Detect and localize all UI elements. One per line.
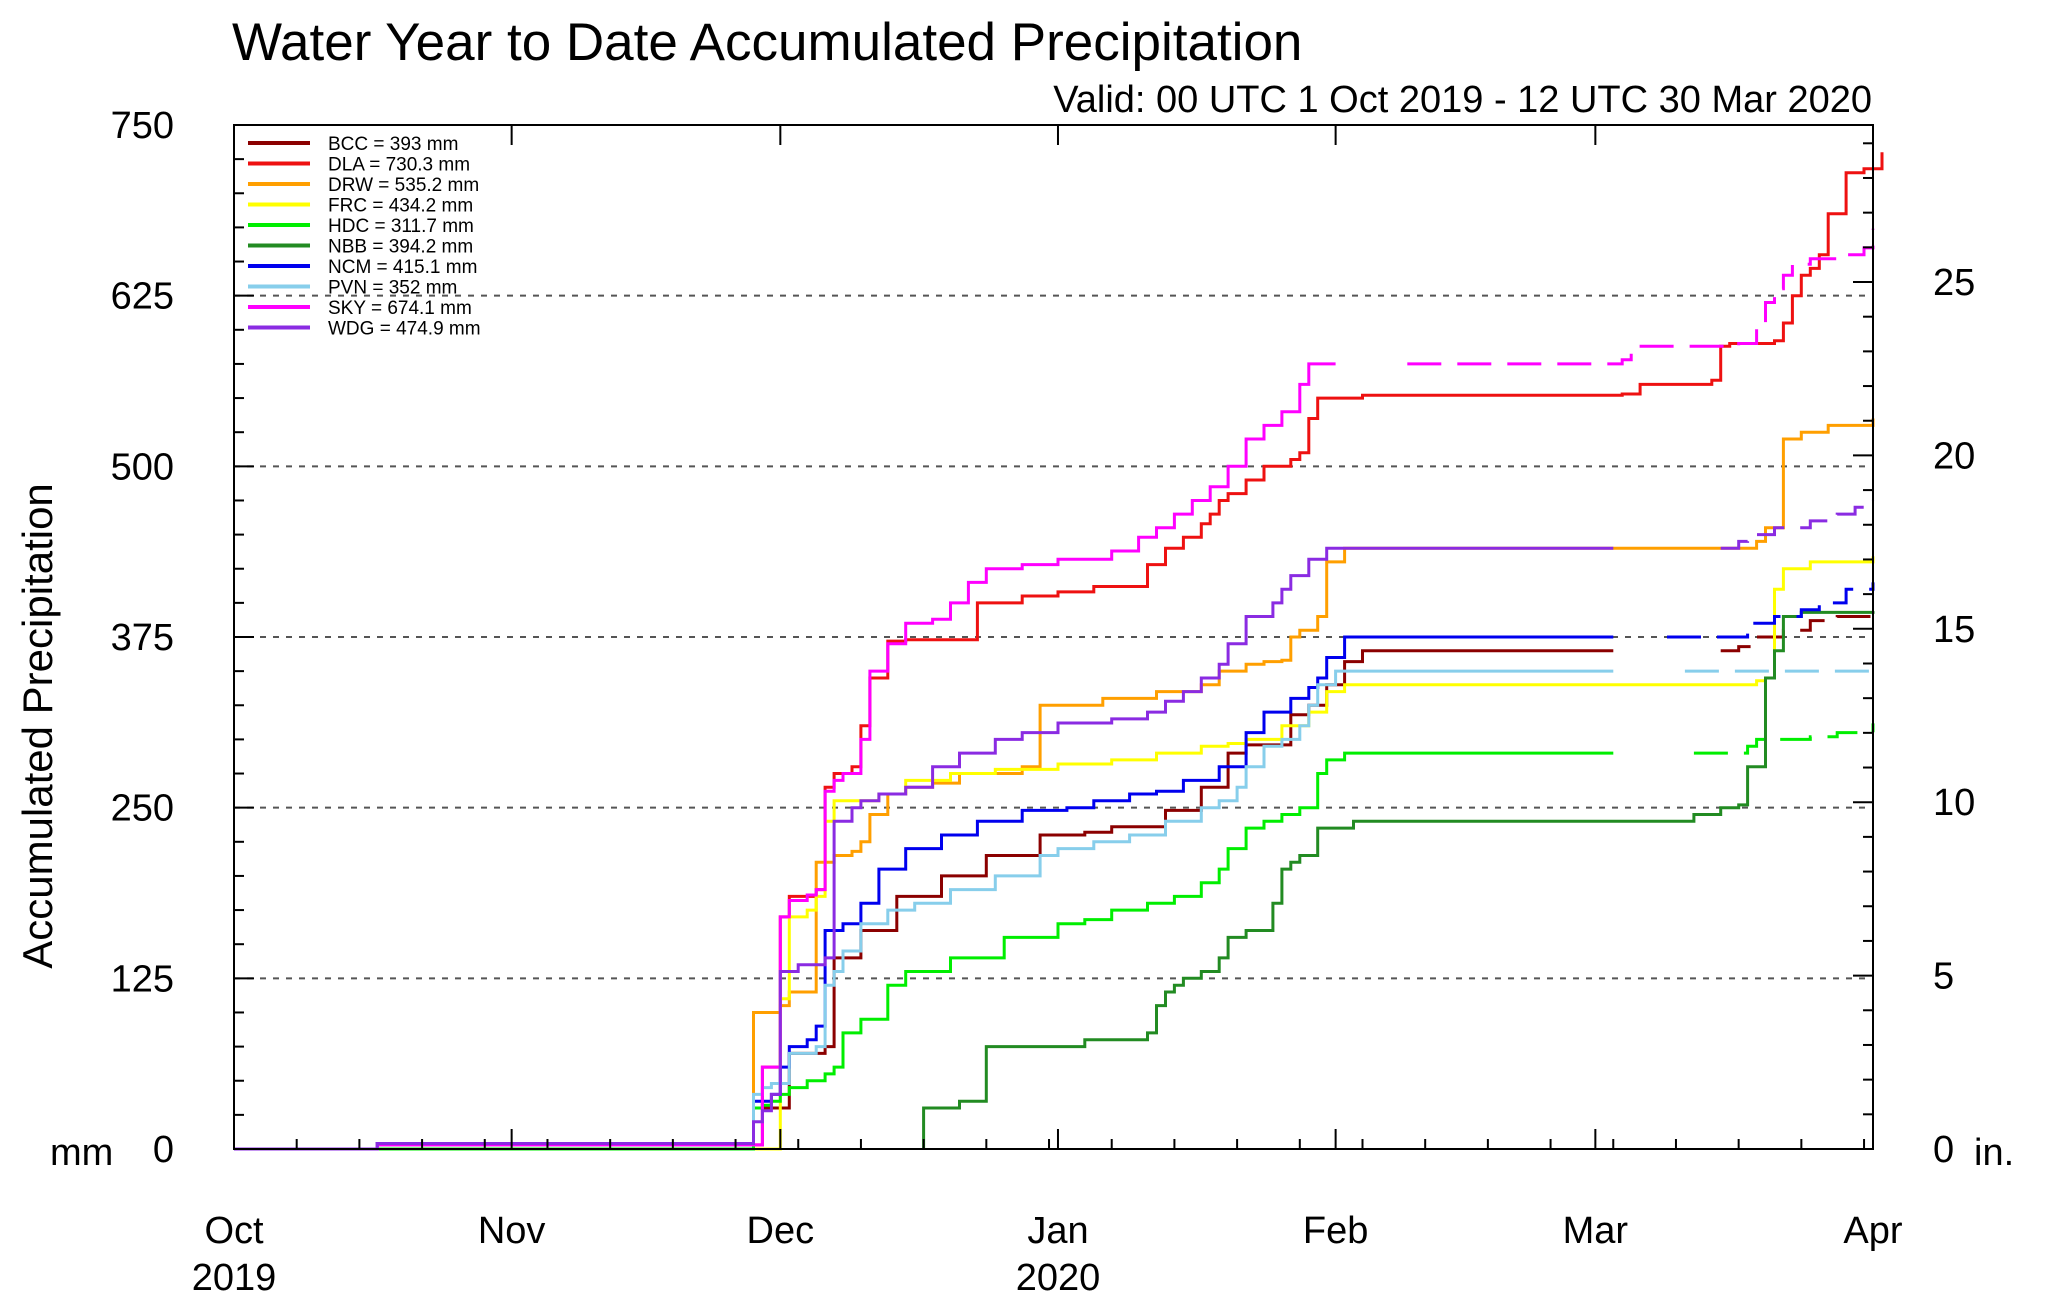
series-line — [234, 649, 1614, 1151]
legend-item: DLA = 730.3 mm — [248, 155, 470, 176]
series-lines — [234, 152, 1884, 1151]
y-tick-label-right: 25 — [1933, 262, 1975, 304]
legend-label: DLA = 730.3 mm — [328, 155, 470, 176]
x-tick-label: Oct — [204, 1210, 264, 1252]
legend-label: NCM = 415.1 mm — [328, 257, 477, 278]
axes: 0 125 250 375 500 625 750 0 5 10 15 20 25 Oct 2019 Nov D… — [111, 105, 1976, 1299]
series-line-dashed — [1693, 723, 1875, 755]
series-line — [234, 669, 1614, 1151]
legend-item: DRW = 535.2 mm — [248, 175, 479, 196]
legend-item: PVN = 352 mm — [248, 278, 457, 299]
y-tick-label: 625 — [111, 276, 174, 318]
series-frc — [234, 556, 1875, 1151]
legend-label: HDC = 311.7 mm — [328, 216, 474, 237]
x-tick-label: Apr — [1843, 1210, 1902, 1252]
chart-subtitle: Valid: 00 UTC 1 Oct 2019 - 12 UTC 30 Mar… — [1053, 79, 1872, 121]
y-tick-label: 750 — [111, 105, 174, 147]
legend-label: PVN = 352 mm — [328, 278, 457, 299]
legend-item: WDG = 474.9 mm — [248, 319, 481, 340]
legend-item: NCM = 415.1 mm — [248, 257, 477, 278]
series-drw — [234, 418, 1875, 1151]
series-line — [234, 362, 1336, 1151]
x-tick-label: Jan — [1027, 1210, 1088, 1252]
series-line-dashed — [1667, 582, 1875, 639]
x-tick-label-year: 2020 — [1016, 1257, 1101, 1299]
series-sky — [234, 228, 1875, 1151]
y-tick-label-right: 5 — [1933, 956, 1954, 998]
y-tick-label-right: 15 — [1933, 609, 1975, 651]
legend-label: WDG = 474.9 mm — [328, 319, 481, 340]
series-line — [234, 635, 1614, 1151]
legend-item: HDC = 311.7 mm — [248, 216, 474, 237]
series-line-dashed — [1720, 500, 1875, 550]
chart-title: Water Year to Date Accumulated Precipita… — [232, 13, 1302, 72]
y-tick-label-right: 10 — [1933, 782, 1975, 824]
legend-label: FRC = 434.2 mm — [328, 196, 473, 217]
legend-item: NBB = 394.2 mm — [248, 237, 473, 258]
y-tick-label: 250 — [111, 788, 174, 830]
series-wdg — [234, 500, 1875, 1151]
y-tick-label-right: 0 — [1933, 1129, 1954, 1171]
x-tick-label-year: 2019 — [192, 1257, 277, 1299]
series-pvn — [234, 669, 1873, 1151]
grid-lines — [234, 294, 1873, 980]
legend-item: BCC = 393 mm — [248, 134, 458, 155]
series-line — [234, 556, 1875, 1151]
y-tick-label: 125 — [111, 958, 174, 1000]
legend-item: SKY = 674.1 mm — [248, 298, 472, 319]
y-axis-label: Accumulated Precipitation — [14, 483, 61, 969]
legend-item: FRC = 434.2 mm — [248, 196, 473, 217]
x-tick-label: Dec — [747, 1210, 815, 1252]
legend-label: SKY = 674.1 mm — [328, 298, 472, 319]
series-ncm — [234, 582, 1875, 1151]
x-tick-label: Mar — [1563, 1210, 1629, 1252]
series-line — [922, 610, 1875, 1149]
series-line — [234, 418, 1875, 1151]
legend-label: NBB = 394.2 mm — [328, 237, 473, 258]
y-tick-label: 375 — [111, 617, 174, 659]
legend-label: DRW = 535.2 mm — [328, 175, 479, 196]
x-tick-label: Nov — [478, 1210, 546, 1252]
series-line — [234, 751, 1614, 1151]
x-tick-label: Feb — [1303, 1210, 1368, 1252]
y-tick-label-right: 20 — [1933, 435, 1975, 477]
series-bcc — [234, 612, 1875, 1151]
series-line-dashed — [1720, 612, 1875, 653]
legend-label: BCC = 393 mm — [328, 134, 458, 155]
series-line-dashed — [1407, 228, 1875, 366]
series-line — [234, 546, 1614, 1151]
y-unit-left: mm — [50, 1132, 113, 1174]
series-hdc — [234, 723, 1875, 1151]
y-unit-right: in. — [1974, 1132, 2014, 1174]
series-nbb — [922, 610, 1875, 1149]
y-tick-label: 500 — [111, 446, 174, 488]
series-line — [234, 152, 1884, 1151]
series-dla — [234, 152, 1884, 1151]
y-tick-label: 0 — [153, 1129, 174, 1171]
